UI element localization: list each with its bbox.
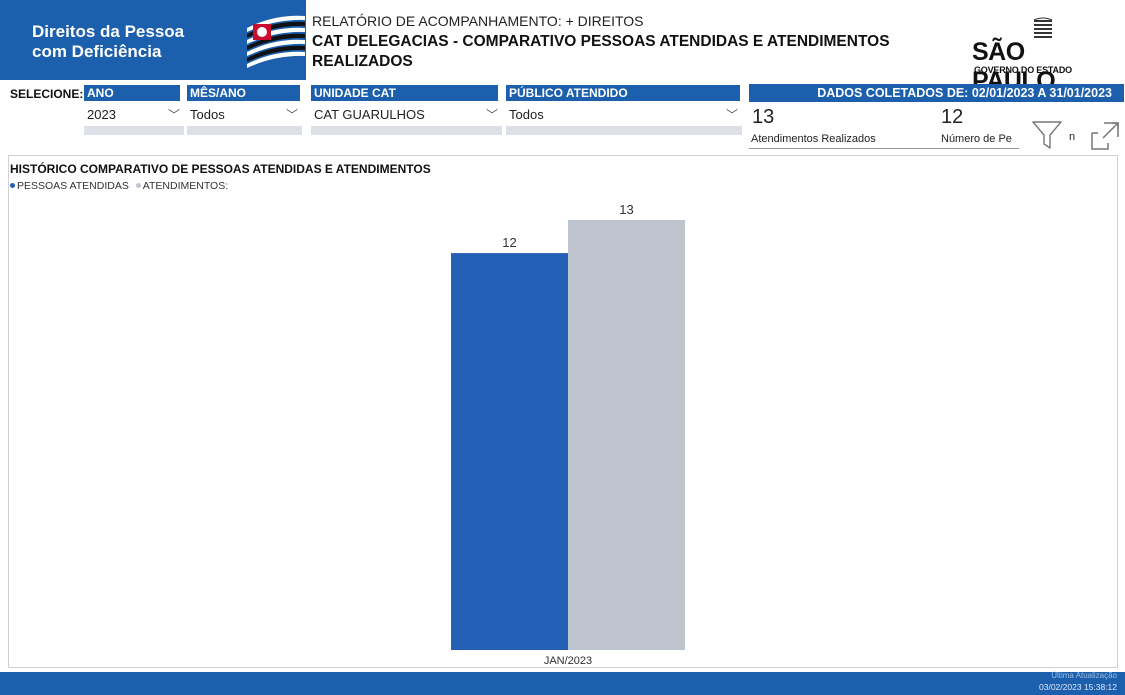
filter-ano-header: ANO [84, 85, 180, 101]
filter-mes-value: Todos [190, 107, 225, 122]
gov-sub: GOVERNO DO ESTADO [974, 65, 1072, 75]
chevron-down-icon: ﹀ [285, 108, 298, 122]
brand-title: Direitos da Pessoa com Deficiência [32, 22, 184, 62]
filter-icon[interactable] [1031, 120, 1063, 150]
filter-ano-select[interactable]: 2023 ﹀ [84, 104, 184, 126]
filter-unidade-value: CAT GUARULHOS [314, 107, 425, 122]
filter-ano-value: 2023 [87, 107, 116, 122]
report-subtitle: RELATÓRIO DE ACOMPANHAMENTO: + DIREITOS [312, 13, 644, 29]
chevron-down-icon: ﹀ [167, 108, 180, 122]
kpi-divider [749, 148, 1019, 149]
brand-line-2: com Deficiência [32, 42, 162, 61]
brand-line-1: Direitos da Pessoa [32, 22, 185, 41]
sp-crest-icon [1033, 17, 1053, 38]
legend-label-atendimentos: ATENDIMENTOS: [142, 180, 229, 192]
filter-ano-bar [84, 126, 184, 135]
data-label-pessoas-atendidas: 12 [502, 235, 516, 250]
chart-legend: PESSOAS ATENDIDAS ATENDIMENTOS: [10, 180, 228, 192]
chevron-down-icon: ﹀ [725, 108, 738, 122]
kpi-atendimentos-label: Atendimentos Realizados [751, 133, 876, 145]
date-range-banner: DADOS COLETADOS DE: 02/01/2023 A 31/01/2… [749, 84, 1124, 102]
bar-pessoas-atendidas[interactable] [451, 253, 568, 651]
last-update-label: Última Atualização [1051, 671, 1117, 680]
filters-label: SELECIONE: [10, 87, 84, 101]
report-title: CAT DELEGACIAS - COMPARATIVO PESSOAS ATE… [312, 33, 890, 70]
filter-mes-select[interactable]: Todos ﹀ [187, 104, 302, 126]
filter-publico-header: PÚBLICO ATENDIDO [506, 85, 740, 101]
expand-icon[interactable] [1090, 121, 1120, 151]
chart-title: HISTÓRICO COMPARATIVO DE PESSOAS ATENDID… [10, 162, 431, 176]
legend-label-pessoas: PESSOAS ATENDIDAS [17, 180, 129, 192]
footer-bar [0, 672, 1125, 695]
sao-paulo-logo: SÃO PAULO GOVERNO DO ESTADO [968, 16, 1108, 95]
bar-atendimentos[interactable] [568, 220, 685, 650]
kpi-pessoas-label: Número de Pe [941, 133, 1012, 145]
legend-swatch-pessoas [10, 182, 15, 188]
kpi-clipped-text: n [1069, 131, 1076, 143]
last-update-time: 03/02/2023 15:38:12 [1039, 682, 1117, 692]
sp-flag-icon [247, 15, 305, 68]
filter-unidade-select[interactable]: CAT GUARULHOS ﹀ [311, 104, 502, 126]
filter-unidade-bar [311, 126, 502, 135]
kpi-atendimentos-value: 13 [752, 106, 775, 128]
legend-swatch-atendimentos [135, 182, 141, 188]
data-label-atendimentos: 13 [619, 202, 633, 217]
filter-mes-bar [187, 126, 302, 135]
chevron-down-icon: ﹀ [485, 108, 498, 122]
x-tick-label: JAN/2023 [544, 655, 592, 667]
kpi-pessoas-value: 12 [941, 106, 964, 128]
filter-publico-bar [506, 126, 742, 135]
filter-publico-select[interactable]: Todos ﹀ [506, 104, 742, 126]
filter-publico-value: Todos [509, 107, 544, 122]
filter-unidade-header: UNIDADE CAT [311, 85, 498, 101]
filter-mes-header: MÊS/ANO [187, 85, 300, 101]
bar-chart: 12 13 JAN/2023 [451, 202, 685, 667]
